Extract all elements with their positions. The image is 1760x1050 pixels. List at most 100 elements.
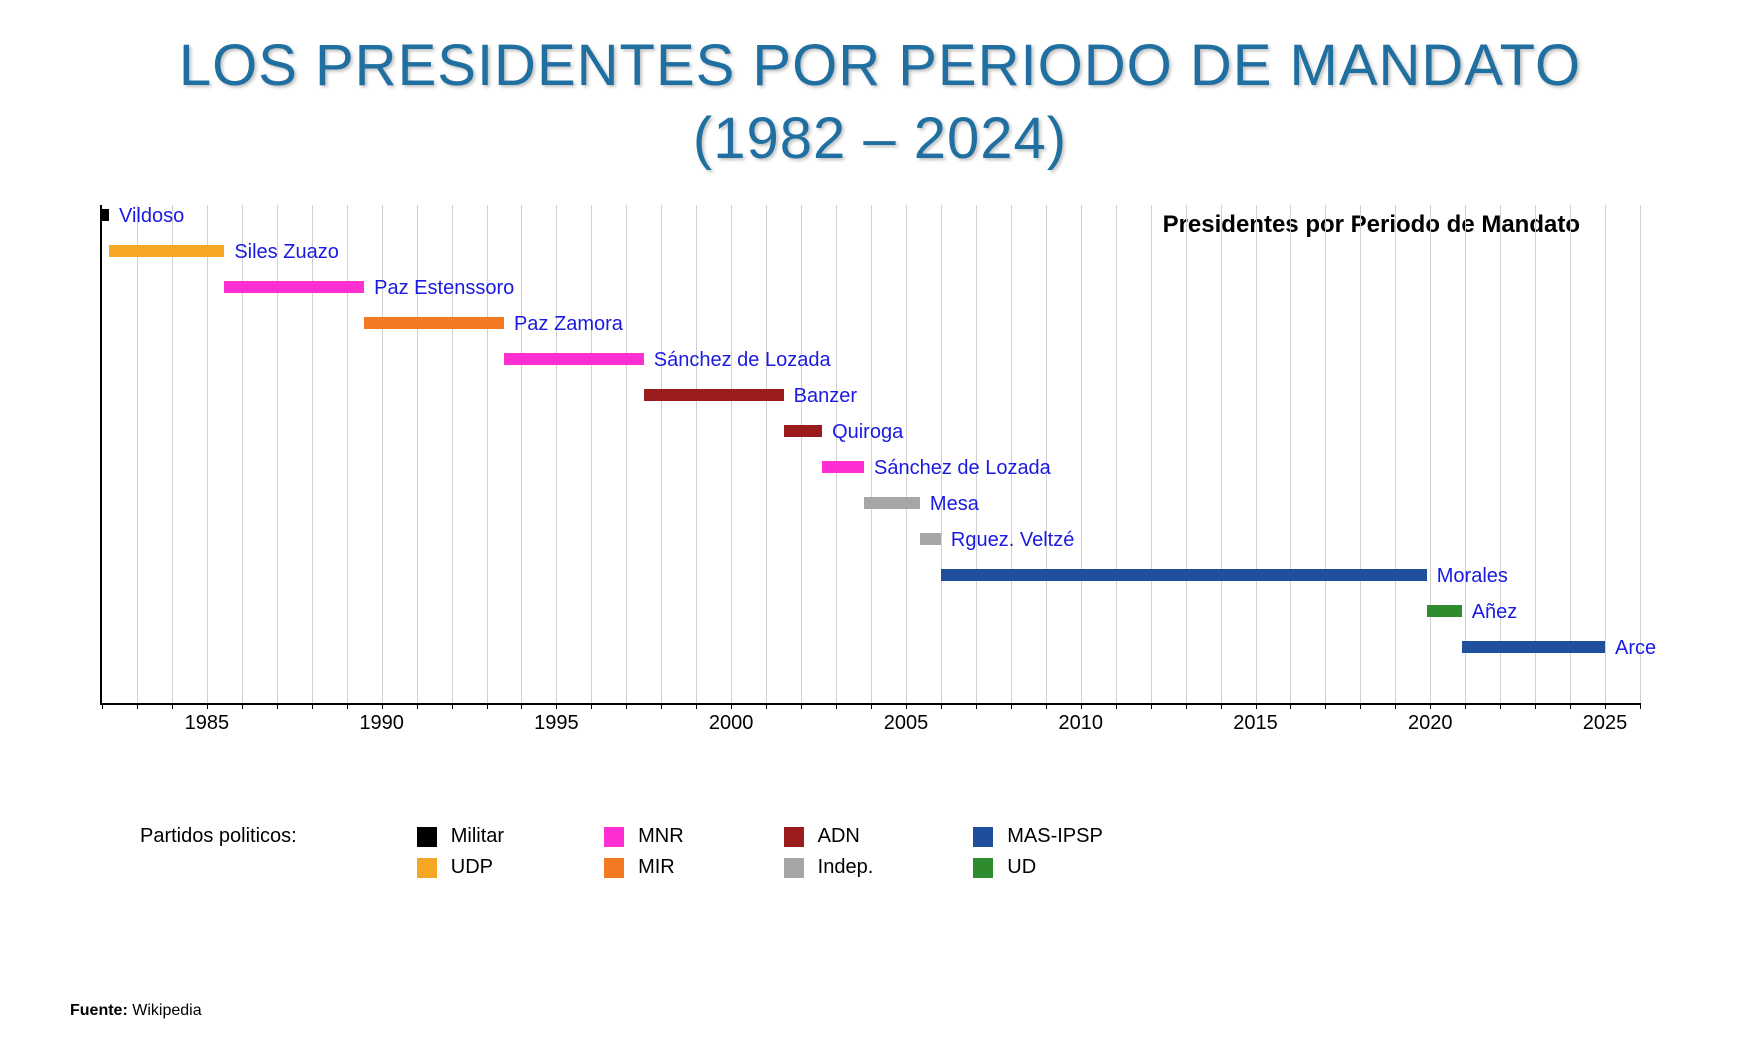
main-title: LOS PRESIDENTES POR PERIODO DE MANDATO (… bbox=[40, 30, 1720, 175]
title-line-1: LOS PRESIDENTES POR PERIODO DE MANDATO bbox=[179, 33, 1581, 98]
legend-item: Militar bbox=[417, 825, 504, 848]
legend-label: MAS-IPSP bbox=[1007, 825, 1103, 848]
x-tick bbox=[836, 703, 837, 709]
x-tick-label: 2025 bbox=[1583, 712, 1628, 735]
x-tick bbox=[452, 703, 453, 709]
x-tick bbox=[277, 703, 278, 709]
legend-label: UD bbox=[1007, 856, 1036, 879]
gridline bbox=[347, 205, 348, 703]
x-tick bbox=[172, 703, 173, 709]
gridline bbox=[1116, 205, 1117, 703]
president-label: Morales bbox=[1437, 565, 1508, 588]
president-label: Paz Estenssoro bbox=[374, 277, 514, 300]
president-bar bbox=[864, 497, 920, 509]
x-tick bbox=[1046, 703, 1047, 709]
legend-label: UDP bbox=[451, 856, 493, 879]
x-tick bbox=[521, 703, 522, 709]
x-tick-label: 1995 bbox=[534, 712, 579, 735]
legend-swatch bbox=[973, 827, 993, 847]
president-label: Añez bbox=[1472, 601, 1518, 624]
legend-item: ADN bbox=[784, 825, 874, 848]
x-tick bbox=[1290, 703, 1291, 709]
president-bar bbox=[224, 281, 364, 293]
president-label: Banzer bbox=[794, 385, 857, 408]
gridline bbox=[871, 205, 872, 703]
x-tick bbox=[696, 703, 697, 709]
x-tick bbox=[1465, 703, 1466, 709]
legend-item: Indep. bbox=[784, 856, 874, 879]
president-label: Paz Zamora bbox=[514, 313, 623, 336]
gridline bbox=[766, 205, 767, 703]
gridline bbox=[1151, 205, 1152, 703]
gridline bbox=[1186, 205, 1187, 703]
legend-item: MIR bbox=[604, 856, 684, 879]
president-bar bbox=[1427, 605, 1462, 617]
x-tick bbox=[1221, 703, 1222, 709]
x-tick bbox=[1500, 703, 1501, 709]
gridline bbox=[626, 205, 627, 703]
president-label: Mesa bbox=[930, 493, 979, 516]
president-label: Arce bbox=[1615, 637, 1656, 660]
gridline bbox=[801, 205, 802, 703]
gridline bbox=[1465, 205, 1466, 703]
x-tick bbox=[312, 703, 313, 709]
president-label: Vildoso bbox=[119, 205, 184, 228]
legend-item: MAS-IPSP bbox=[973, 825, 1103, 848]
x-tick bbox=[801, 703, 802, 709]
legend-swatch bbox=[973, 858, 993, 878]
x-tick bbox=[766, 703, 767, 709]
gridline bbox=[277, 205, 278, 703]
president-bar bbox=[784, 425, 822, 437]
x-tick bbox=[487, 703, 488, 709]
president-label: Quiroga bbox=[832, 421, 903, 444]
gridline bbox=[976, 205, 977, 703]
president-bar bbox=[102, 209, 109, 221]
legend-label: Militar bbox=[451, 825, 504, 848]
x-tick-label: 2015 bbox=[1233, 712, 1278, 735]
gridline bbox=[1430, 205, 1431, 703]
x-tick bbox=[906, 703, 907, 709]
x-tick bbox=[591, 703, 592, 709]
legend-swatch bbox=[417, 858, 437, 878]
president-label: Sánchez de Lozada bbox=[874, 457, 1051, 480]
legend-swatch bbox=[784, 827, 804, 847]
x-tick bbox=[941, 703, 942, 709]
source-value: Wikipedia bbox=[132, 1002, 201, 1019]
president-bar bbox=[1462, 641, 1605, 653]
gridline bbox=[731, 205, 732, 703]
x-tick-label: 2005 bbox=[884, 712, 929, 735]
x-tick bbox=[1011, 703, 1012, 709]
x-tick bbox=[1605, 703, 1606, 709]
plot-area: Presidentes por Periodo de Mandato 19851… bbox=[100, 205, 1640, 705]
gridline bbox=[661, 205, 662, 703]
gridline bbox=[1605, 205, 1606, 703]
legend: Partidos politicos: MilitarMNRADNMAS-IPS… bbox=[140, 825, 1620, 879]
x-tick bbox=[1360, 703, 1361, 709]
x-tick bbox=[1430, 703, 1431, 709]
gridline bbox=[591, 205, 592, 703]
gridline bbox=[521, 205, 522, 703]
title-line-2: (1982 – 2024) bbox=[693, 106, 1067, 171]
x-tick-label: 2010 bbox=[1058, 712, 1103, 735]
x-tick bbox=[1256, 703, 1257, 709]
x-tick-label: 1985 bbox=[185, 712, 230, 735]
source-credit: Fuente: Wikipedia bbox=[70, 1002, 202, 1020]
gridline bbox=[207, 205, 208, 703]
president-bar bbox=[504, 353, 644, 365]
gridline bbox=[1535, 205, 1536, 703]
x-tick bbox=[207, 703, 208, 709]
x-tick bbox=[242, 703, 243, 709]
gridline bbox=[1081, 205, 1082, 703]
x-tick bbox=[731, 703, 732, 709]
gridline bbox=[137, 205, 138, 703]
gridline bbox=[1395, 205, 1396, 703]
x-tick bbox=[1640, 703, 1641, 709]
gridline bbox=[836, 205, 837, 703]
gridline bbox=[556, 205, 557, 703]
x-tick bbox=[661, 703, 662, 709]
president-bar bbox=[109, 245, 224, 257]
x-tick-label: 2000 bbox=[709, 712, 754, 735]
gridline bbox=[1290, 205, 1291, 703]
president-label: Sánchez de Lozada bbox=[654, 349, 831, 372]
slide: LOS PRESIDENTES POR PERIODO DE MANDATO (… bbox=[0, 0, 1760, 1050]
